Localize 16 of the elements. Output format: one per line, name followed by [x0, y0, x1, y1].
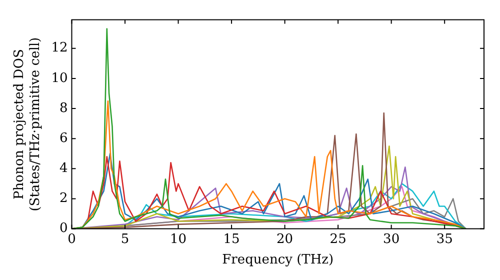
y-tick-label: 12	[51, 40, 68, 56]
y-tick-label: 0	[59, 221, 68, 236]
y-tick-label: 6	[59, 130, 68, 146]
x-tick-label: 5	[120, 232, 130, 247]
x-axis-title: Frequency (THz)	[222, 252, 334, 268]
x-tick-label: 25	[330, 232, 346, 247]
y-tick-label: 2	[59, 191, 68, 206]
x-tick-label: 30	[383, 232, 400, 247]
x-tick-label: 35	[436, 232, 453, 247]
y-axis-title: Phonon projected DOS (States/THz·primitive cell)	[12, 37, 43, 212]
y-tick-label: 4	[59, 161, 68, 176]
x-tick-label: 10	[170, 232, 187, 247]
x-tick-label: 15	[223, 232, 240, 247]
x-tick-label: 20	[276, 232, 294, 247]
y-tick-label: 8	[59, 100, 68, 116]
y-tick-label: 10	[51, 70, 68, 86]
